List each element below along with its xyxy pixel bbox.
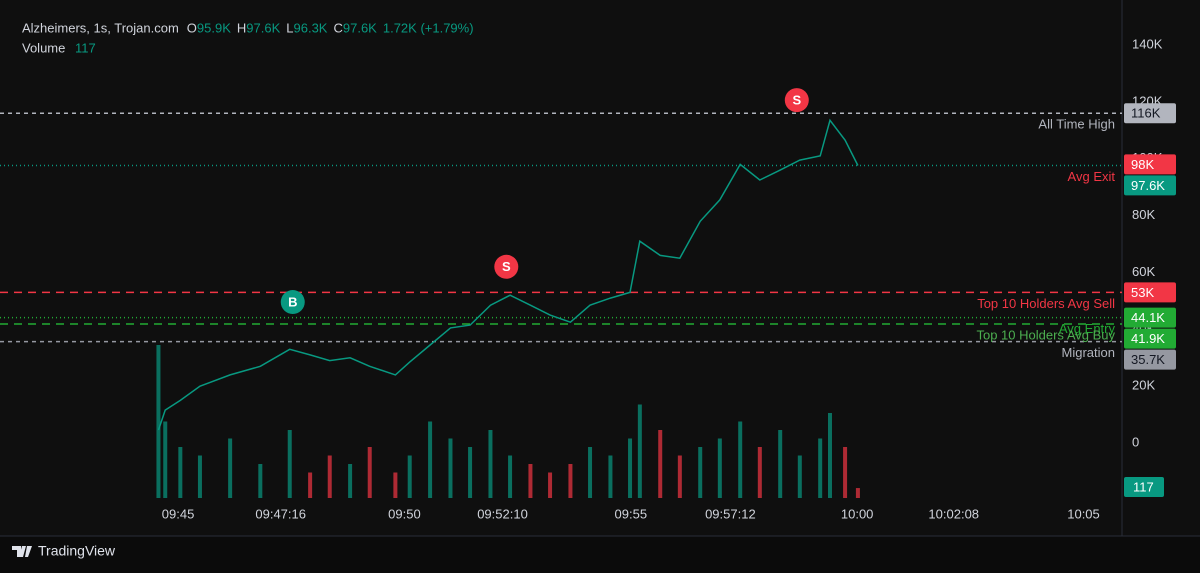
volume-bar	[717, 438, 722, 498]
level-label: All Time High	[1038, 117, 1115, 132]
price-badge	[1124, 282, 1176, 303]
trade-marker-label: S	[792, 93, 801, 108]
volume-bar	[258, 464, 263, 498]
volume-bar	[698, 447, 703, 498]
trade-marker	[280, 290, 305, 315]
price-badge	[1124, 175, 1176, 196]
trade-marker	[494, 254, 519, 279]
brand: TradingView	[38, 543, 116, 559]
x-tick-label: 10:05	[1067, 506, 1100, 521]
level-label: Avg Entry	[1059, 321, 1116, 336]
volume-bar	[178, 447, 183, 498]
plot	[0, 112, 1122, 498]
x-tick-label: 09:47:16	[255, 506, 306, 521]
volume-bar	[327, 455, 332, 498]
trade-marker-label: S	[502, 259, 511, 274]
x-tick-label: 10:02:08	[928, 506, 979, 521]
volume-badge	[1124, 477, 1164, 497]
level-label: Migration	[1062, 345, 1115, 360]
volume-bar	[548, 472, 553, 498]
volume-bar	[738, 421, 743, 498]
x-tick-label: 09:57:12	[705, 506, 756, 521]
price-badge	[1124, 349, 1176, 370]
logo	[12, 546, 32, 557]
volume-bar	[757, 447, 762, 498]
volume-bar	[843, 447, 848, 498]
volume-bar	[448, 438, 453, 498]
x-tick-label: 09:55	[615, 506, 648, 521]
price-badge-label: 116K	[1131, 106, 1161, 121]
volume-bar	[407, 455, 412, 498]
y-tick-label: 80K	[1132, 207, 1155, 222]
volume-bar	[528, 464, 533, 498]
price-badge	[1124, 328, 1176, 349]
ohlc-value: 97.6K	[343, 20, 377, 35]
volume-bar	[393, 472, 398, 498]
volume-title: Volume	[22, 40, 65, 55]
x-tick-label: 10:00	[841, 506, 874, 521]
volume-badge-label: 117	[1133, 479, 1154, 494]
ohlc-value: 95.9K	[197, 20, 231, 35]
volume-value: 117	[75, 40, 96, 55]
ohlc-key: L	[286, 20, 293, 35]
y-tick-label: 0	[1132, 435, 1139, 450]
volume-bar	[677, 455, 682, 498]
volume-bar	[628, 438, 633, 498]
price-badge-label: 41.9K	[1131, 331, 1165, 346]
volume-bar	[827, 413, 832, 498]
volume-bar	[568, 464, 573, 498]
y-tick-label: 20K	[1132, 378, 1155, 393]
price-badge-label: 35.7K	[1131, 352, 1165, 367]
volume-bar	[228, 438, 233, 498]
level-label: Avg Exit	[1068, 169, 1116, 184]
level-label: Top 10 Holders Avg Sell	[977, 296, 1115, 311]
volume-bar	[163, 421, 168, 498]
volume-bar	[428, 421, 433, 498]
volume-bar	[818, 438, 823, 498]
volume-bar	[287, 430, 292, 498]
price-badge	[1124, 103, 1176, 124]
volume-bar	[658, 430, 663, 498]
footer	[0, 536, 1200, 573]
x-tick-label: 09:50	[388, 506, 421, 521]
ohlc-key: H	[237, 20, 246, 35]
price-badge	[1124, 154, 1176, 175]
x-tick-label: 09:52:10	[477, 506, 528, 521]
volume-bar	[348, 464, 353, 498]
change: 1.72K (+1.79%)	[383, 20, 474, 35]
price-badge-label: 98K	[1131, 157, 1154, 172]
volume-bar	[637, 404, 642, 498]
y-tick-label: 60K	[1132, 264, 1155, 279]
volume-bar	[608, 455, 613, 498]
price-badge-label: 44.1K	[1131, 310, 1165, 325]
price-line	[157, 118, 859, 431]
trade-marker	[784, 88, 809, 113]
ohlc-value: 96.3K	[294, 20, 328, 35]
x-tick-label: 09:45	[162, 506, 195, 521]
y-tick-label: 140K	[1132, 36, 1163, 51]
ohlc-key: C	[333, 20, 342, 35]
ohlc-key: O	[187, 20, 197, 35]
trade-marker-label: B	[288, 294, 297, 309]
price-badge	[1124, 307, 1176, 328]
price-badge-label: 97.6K	[1131, 178, 1165, 193]
volume-bar	[855, 488, 860, 498]
volume-bar	[797, 455, 802, 498]
volume-bar	[778, 430, 783, 498]
level-label: Top 10 Holders Avg Buy	[976, 327, 1115, 342]
ohlc-value: 97.6K	[246, 20, 280, 35]
volume-bar	[197, 455, 202, 498]
volume-bar	[367, 447, 372, 498]
volume-bar	[308, 472, 313, 498]
chart-title: Alzheimers, 1s, Trojan.com	[22, 20, 179, 35]
volume-bar	[488, 430, 493, 498]
volume-bar	[508, 455, 513, 498]
volume-bar	[588, 447, 593, 498]
volume-bar	[156, 345, 161, 498]
volume-bar	[468, 447, 473, 498]
price-badge-label: 53K	[1131, 285, 1154, 300]
